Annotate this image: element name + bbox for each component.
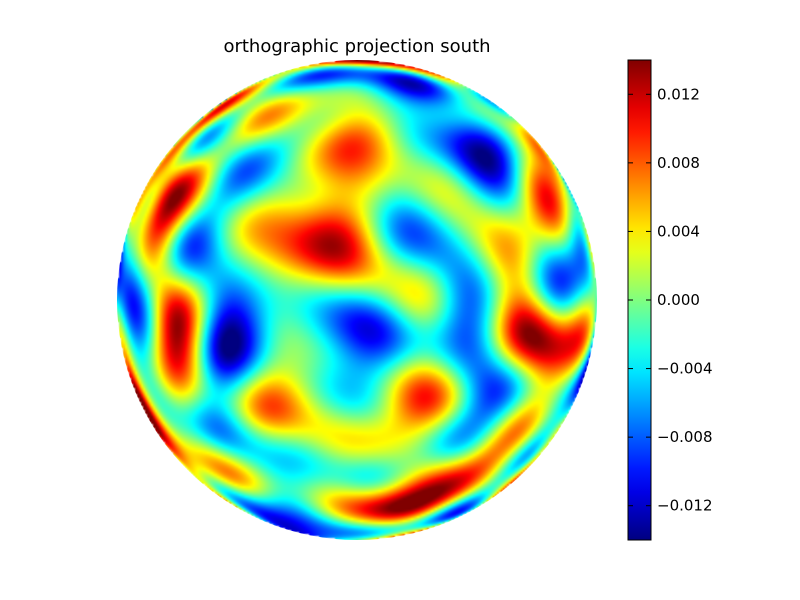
colorbar-tick-label: 0.012 — [657, 85, 700, 103]
globe — [117, 60, 597, 540]
colorbar-tick-label: −0.004 — [657, 360, 713, 378]
colorbar-tick-label: −0.008 — [657, 428, 713, 446]
colorbar-tick-label: 0.000 — [657, 291, 700, 309]
colorbar-tick-label: −0.012 — [657, 497, 713, 515]
chart-title: orthographic projection south — [223, 36, 490, 57]
colorbar-tick-label: 0.004 — [657, 222, 700, 240]
colorbar-ticks: 0.012 0.008 0.004 0.000 −0.004 −0.008 −0.012 — [628, 85, 713, 515]
colorbar: 0.012 0.008 0.004 0.000 −0.004 −0.008 −0.012 — [627, 59, 713, 541]
colorbar-tick-label: 0.008 — [657, 154, 700, 172]
globe-heatmap — [117, 60, 597, 540]
